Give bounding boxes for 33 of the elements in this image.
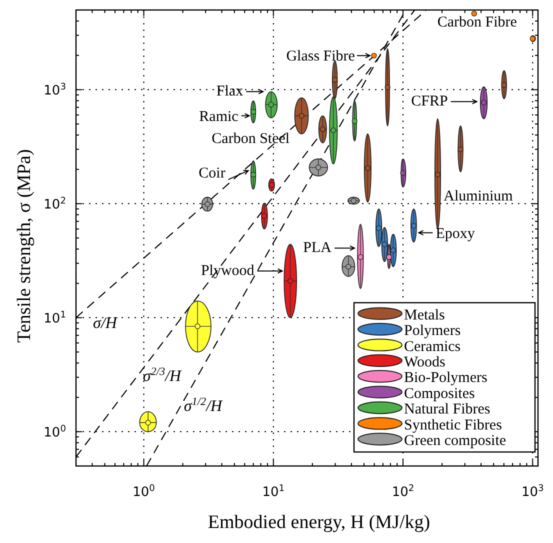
- annotation: CFRP: [411, 94, 448, 110]
- annotation: Glass Fibre: [286, 48, 356, 65]
- annotation: σ/H: [93, 315, 118, 332]
- legend-label: Synthetic Fibres: [404, 417, 502, 434]
- annotation: Coir: [198, 166, 226, 182]
- annotation: Epoxy: [436, 226, 476, 242]
- legend-label: Natural Fibres: [404, 402, 490, 418]
- legend-label: Green composite: [404, 433, 506, 449]
- annotation: σ$^{1/2}$/H: [184, 396, 224, 415]
- x-tick-label: 10$^{2}$: [392, 484, 414, 500]
- x-tick-label: 10$^{1}$: [262, 484, 285, 500]
- y-tick-label: 10$^{2}$: [44, 196, 66, 213]
- x-tick-label: 10$^{3}$: [521, 484, 544, 500]
- annotation: Carbon Steel: [212, 130, 290, 147]
- x-axis-title: Embodied energy, H (MJ/kg): [208, 512, 430, 533]
- annotation: Flax: [216, 84, 244, 100]
- annotation: PLA: [303, 240, 332, 256]
- y-tick-label: 10$^{3}$: [44, 82, 66, 99]
- legend-label: Metals: [404, 307, 445, 324]
- y-axis-title: Tensile strength, σ (MPa): [14, 149, 35, 343]
- legend-label: Woods: [404, 354, 446, 370]
- legend-label: Polymers: [404, 323, 461, 340]
- legend-label: Bio-Polymers: [404, 370, 488, 386]
- annotation: σ$^{2/3}$/H: [142, 366, 183, 385]
- y-tick-label: 10$^{0}$: [44, 424, 66, 441]
- legend-label: Ceramics: [404, 338, 461, 355]
- annotation: Aluminium: [444, 188, 514, 205]
- annotation: Ramic: [199, 108, 239, 125]
- y-tick-label: 10$^{1}$: [44, 310, 66, 327]
- annotation: Carbon Fibre: [437, 14, 518, 31]
- legend-label: Composites: [404, 386, 475, 402]
- annotation: Plywood: [200, 262, 255, 279]
- x-tick-label: 10$^{0}$: [132, 484, 156, 500]
